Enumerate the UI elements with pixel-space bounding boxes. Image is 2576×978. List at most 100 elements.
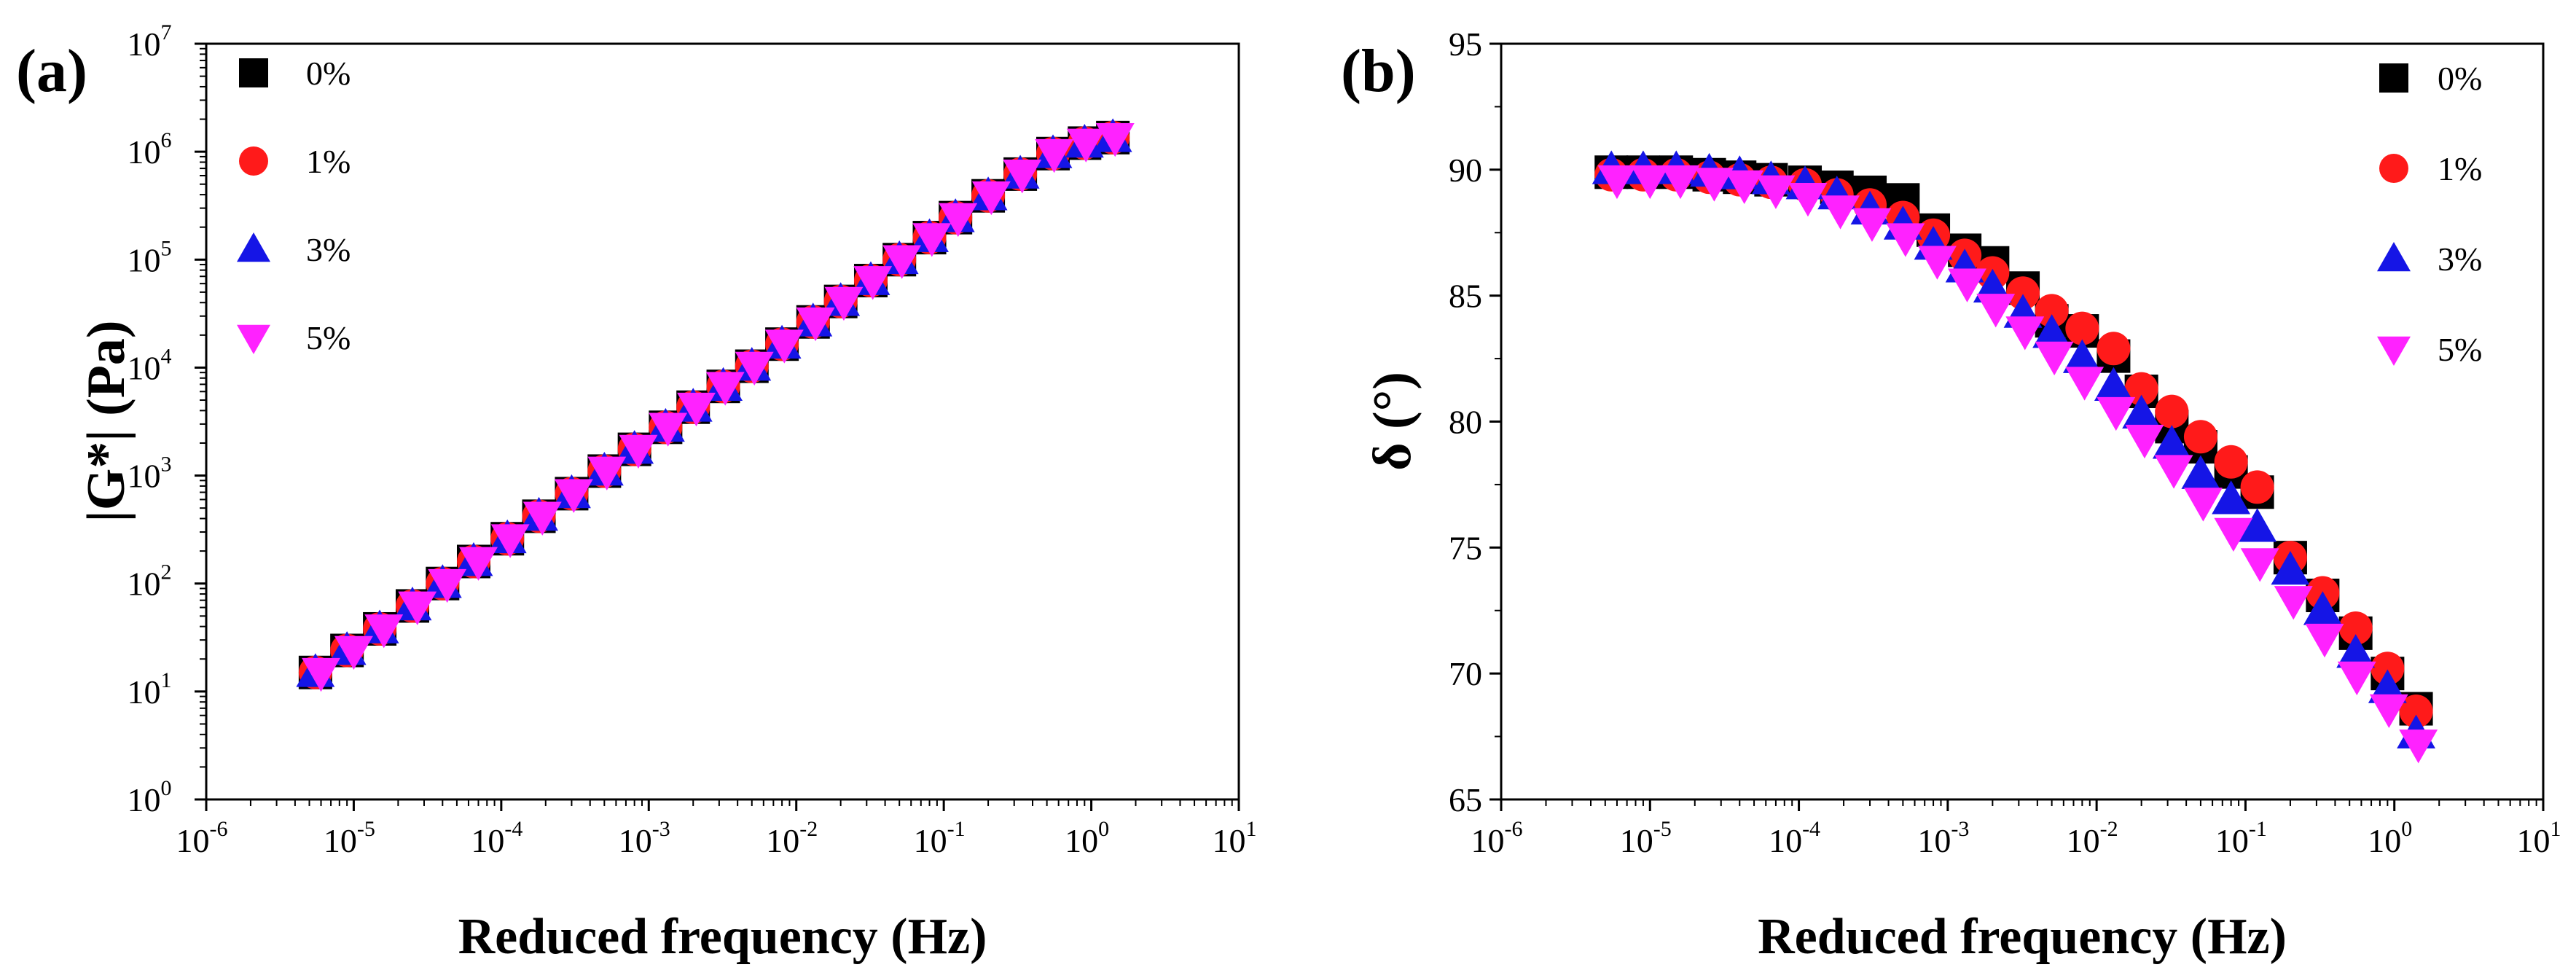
series-5pct <box>302 122 1135 692</box>
legend-label: 5% <box>306 319 351 356</box>
data-point <box>2155 394 2189 429</box>
legend-label: 1% <box>2438 150 2482 187</box>
x-tick-label: 10-3 <box>1917 817 1969 859</box>
y-tick-label: 106 <box>128 128 172 171</box>
data-point <box>619 434 658 469</box>
data-point <box>971 181 1011 216</box>
data-point <box>2097 396 2136 431</box>
data-point <box>1095 122 1135 157</box>
data-point <box>2274 586 2313 620</box>
y-tick-label: 101 <box>128 668 172 711</box>
legend-marker <box>2379 154 2408 183</box>
y-tick-label: 90 <box>1449 152 1482 189</box>
plot-frame <box>205 42 1240 801</box>
legend-marker <box>237 232 270 262</box>
data-point <box>1725 170 1764 205</box>
data-point <box>912 223 952 257</box>
data-point <box>1003 160 1042 194</box>
legend-label: 3% <box>2438 240 2482 278</box>
data-point <box>2181 455 2220 489</box>
x-tick-label: 10-5 <box>1620 817 1672 859</box>
data-point <box>428 568 467 603</box>
data-point <box>2097 332 2131 366</box>
x-tick-label: 101 <box>2517 817 2561 859</box>
data-point <box>853 266 893 300</box>
data-point <box>1066 128 1105 163</box>
legend-marker <box>237 324 270 354</box>
panel-label: (a) <box>16 37 87 105</box>
data-point <box>2152 425 2191 459</box>
data-point <box>522 501 562 536</box>
data-point <box>1035 138 1074 173</box>
data-point <box>1788 183 1828 217</box>
y-tick-label: 75 <box>1449 529 1482 566</box>
data-point <box>398 591 437 625</box>
data-point <box>2035 294 2069 328</box>
data-point <box>2214 517 2253 552</box>
y-tick-label: 105 <box>128 236 172 278</box>
data-point <box>2338 611 2373 645</box>
chart-panel-a: (a) 10-6 10-5 10-4 10-3 10-2 10-1 100 101 100 101 1… <box>16 20 1257 965</box>
data-point <box>882 245 922 279</box>
y-tick-label: 103 <box>128 453 172 495</box>
data-point <box>677 392 716 427</box>
y-tick-label: 95 <box>1449 26 1482 63</box>
legend: 0% 1% 3% 5% <box>2377 60 2482 368</box>
data-point <box>2305 623 2344 658</box>
data-point <box>2125 424 2164 459</box>
data-point <box>649 412 688 447</box>
data-point <box>2062 339 2102 373</box>
legend-marker <box>2377 336 2411 366</box>
data-point <box>1917 246 1957 280</box>
data-point <box>939 203 978 238</box>
x-tick-label: 100 <box>1065 817 1109 859</box>
series-5pct <box>1597 165 2438 764</box>
x-tick-label: 10-1 <box>914 817 966 859</box>
panel-label: (b) <box>1341 37 1416 105</box>
y-axis-title: δ (°) <box>1363 372 1422 471</box>
data-point <box>2371 652 2405 686</box>
data-point <box>1976 294 2016 328</box>
chart-panel-b: (b) 10-6 10-5 10-4 10-3 10-2 10-1 100 101 65 70 75 8… <box>1341 26 2561 965</box>
y-axis-title: |G*| (Pa) <box>77 320 136 522</box>
data-point <box>490 524 530 558</box>
data-point <box>2399 729 2438 764</box>
data-point <box>2240 470 2274 504</box>
data-point <box>2183 420 2217 454</box>
x-tick-label: 10-6 <box>176 817 228 859</box>
legend-label: 5% <box>2438 331 2482 368</box>
data-point <box>1886 223 1925 257</box>
data-point <box>2065 367 2105 401</box>
legend: 0% 1% 3% 5% <box>237 55 351 356</box>
data-point <box>2005 316 2045 351</box>
data-point <box>364 614 404 649</box>
data-point <box>334 635 373 670</box>
legend-marker <box>239 58 268 87</box>
x-axis-title: Reduced frequency (Hz) <box>1758 909 2287 965</box>
y-tick-label: 100 <box>128 776 172 818</box>
data-point <box>2183 488 2223 522</box>
data-point <box>2035 341 2074 376</box>
x-axis-title: Reduced frequency (Hz) <box>458 909 987 965</box>
data-point <box>2369 694 2408 729</box>
data-point <box>2337 661 2376 696</box>
data-point <box>705 372 745 406</box>
data-point <box>2336 634 2376 668</box>
data-point <box>796 307 835 342</box>
x-tick-label: 101 <box>1213 817 1257 859</box>
series-3pct <box>1592 150 2436 748</box>
data-point <box>1694 168 1734 202</box>
data-point <box>2271 550 2310 585</box>
legend-label: 0% <box>306 55 351 92</box>
data-point <box>1661 165 1700 200</box>
data-point <box>735 351 774 386</box>
data-point <box>1630 165 1669 200</box>
legend-label: 3% <box>306 231 351 268</box>
data-point <box>1948 268 1986 302</box>
data-point <box>2032 314 2072 348</box>
data-point <box>587 456 627 490</box>
data-point <box>2240 548 2279 582</box>
data-point <box>1852 208 1892 242</box>
data-point <box>1821 195 1860 230</box>
